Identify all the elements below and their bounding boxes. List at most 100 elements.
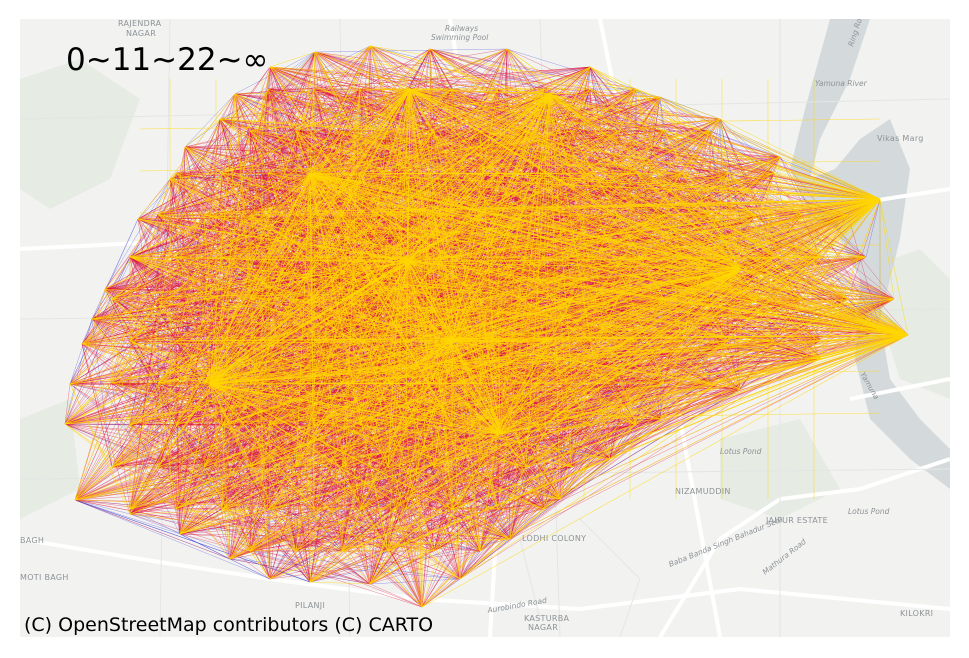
flow-line-medium bbox=[81, 130, 251, 345]
flow-line-medium bbox=[369, 583, 423, 608]
flow-line-medium bbox=[543, 88, 781, 158]
label-lotus-pond-2: Lotus Pond bbox=[848, 507, 890, 516]
flow-line-medium bbox=[421, 466, 435, 608]
flow-line-short bbox=[184, 93, 236, 148]
flow-line-medium bbox=[81, 343, 131, 515]
flow-line-short bbox=[709, 130, 881, 200]
label-nizamuddin: NIZAMUDDIN bbox=[675, 487, 731, 496]
flow-line-medium bbox=[104, 288, 297, 552]
flow-line-medium bbox=[847, 214, 881, 330]
flow-line-medium bbox=[369, 550, 481, 585]
flow-line-medium bbox=[64, 214, 205, 425]
label-jaipur-estate: JAIPUR ESTATE bbox=[765, 516, 828, 525]
flow-line-medium bbox=[64, 383, 71, 425]
label-kasturba: KASTURBA bbox=[524, 614, 570, 623]
label-rajendra-nagar: NAGAR bbox=[126, 29, 156, 38]
label-moti-bagh: MOTI BAGH bbox=[20, 573, 69, 582]
flow-line-medium bbox=[509, 334, 909, 540]
flow-line-medium bbox=[543, 334, 909, 510]
flow-line-medium bbox=[589, 88, 821, 360]
flow-line-medium bbox=[663, 130, 821, 258]
flow-line-medium bbox=[179, 533, 371, 585]
flow-line-medium bbox=[129, 424, 637, 515]
flow-line-medium bbox=[69, 172, 223, 385]
flow-line-short bbox=[865, 198, 881, 258]
label-bagh: BAGH bbox=[20, 536, 44, 545]
flow-line-medium bbox=[137, 48, 431, 220]
flow-line-short bbox=[659, 96, 775, 174]
flow-line-short bbox=[74, 499, 181, 535]
flow-line-short bbox=[709, 130, 781, 158]
flow-line-medium bbox=[429, 48, 637, 90]
flow-line-medium bbox=[64, 423, 461, 580]
flow-line-medium bbox=[589, 172, 881, 200]
flow-line-medium bbox=[81, 343, 113, 468]
flow-line-medium bbox=[405, 66, 591, 90]
flow-line-medium bbox=[81, 256, 131, 345]
flow-line-medium bbox=[359, 66, 591, 90]
park-area bbox=[20, 399, 80, 519]
map-view[interactable]: RAJENDRA NAGAR Railways Swimming Pool Ri… bbox=[20, 19, 950, 637]
flow-line-medium bbox=[479, 340, 683, 552]
label-lodhi-colony: LODHI COLONY bbox=[522, 534, 586, 543]
flow-line-medium bbox=[506, 48, 775, 174]
flow-line-medium bbox=[451, 298, 895, 510]
flow-line-medium bbox=[229, 466, 251, 560]
flow-line-short bbox=[314, 48, 508, 53]
label-vikas-marg: Vikas Marg bbox=[877, 134, 924, 143]
label-kasturba-nagar: NAGAR bbox=[528, 623, 558, 632]
label-railways: Railways bbox=[445, 24, 478, 33]
flow-line-medium bbox=[617, 130, 781, 158]
map-canvas[interactable]: RAJENDRA NAGAR Railways Swimming Pool Ri… bbox=[20, 19, 950, 637]
flow-line-short bbox=[219, 45, 371, 120]
flow-line-medium bbox=[269, 66, 665, 216]
flow-line-medium bbox=[129, 93, 236, 510]
label-rajendra: RAJENDRA bbox=[118, 19, 162, 28]
yamuna-river bbox=[790, 19, 950, 489]
flow-line-short bbox=[104, 178, 171, 290]
flow-line-medium bbox=[405, 388, 741, 510]
flow-line-medium bbox=[64, 382, 205, 425]
flow-line-medium bbox=[175, 424, 561, 500]
flow-line-medium bbox=[179, 533, 511, 540]
flow-line-medium bbox=[229, 558, 371, 585]
flow-line-medium bbox=[74, 499, 231, 560]
park-area bbox=[20, 59, 140, 209]
label-kilokri: KILOKRI bbox=[900, 609, 933, 618]
flow-line-medium bbox=[104, 214, 159, 290]
flow-line-medium bbox=[497, 388, 741, 510]
flow-line-short bbox=[179, 533, 231, 560]
flow-line-medium bbox=[269, 66, 453, 90]
label-pilanji: PILANJI bbox=[295, 601, 325, 610]
flow-line-short bbox=[433, 550, 461, 580]
label-lotus-pond-1: Lotus Pond bbox=[720, 447, 762, 456]
flow-line-medium bbox=[64, 172, 177, 425]
flow-line-medium bbox=[157, 382, 223, 510]
flow-line-medium bbox=[459, 298, 895, 580]
label-yamuna-river: Yamuna River bbox=[815, 79, 868, 88]
flow-line-medium bbox=[175, 214, 251, 342]
flow-line-medium bbox=[249, 298, 423, 608]
flow-line-medium bbox=[129, 513, 423, 608]
flow-line-medium bbox=[847, 198, 881, 300]
flow-line-medium bbox=[249, 51, 316, 132]
label-swimming-pool: Swimming Pool bbox=[431, 33, 489, 42]
flow-line-short bbox=[81, 218, 139, 345]
flow-line-medium bbox=[175, 508, 423, 608]
flow-line-medium bbox=[69, 383, 297, 552]
flow-line-short bbox=[129, 513, 311, 583]
flow-line-short bbox=[405, 48, 431, 90]
flow-line-medium bbox=[359, 508, 461, 580]
flow-line-medium bbox=[314, 51, 435, 132]
flow-line-medium bbox=[81, 88, 269, 345]
flow-line-medium bbox=[269, 550, 481, 580]
flow-line-medium bbox=[81, 343, 343, 552]
flow-line-medium bbox=[451, 88, 849, 216]
flow-line-short bbox=[74, 499, 131, 515]
flow-line-medium bbox=[609, 382, 619, 460]
flow-line-medium bbox=[64, 423, 371, 585]
flow-line-medium bbox=[129, 298, 205, 510]
flow-line-short bbox=[74, 499, 271, 580]
flow-line-medium bbox=[104, 288, 361, 510]
flow-line-medium bbox=[429, 48, 775, 174]
